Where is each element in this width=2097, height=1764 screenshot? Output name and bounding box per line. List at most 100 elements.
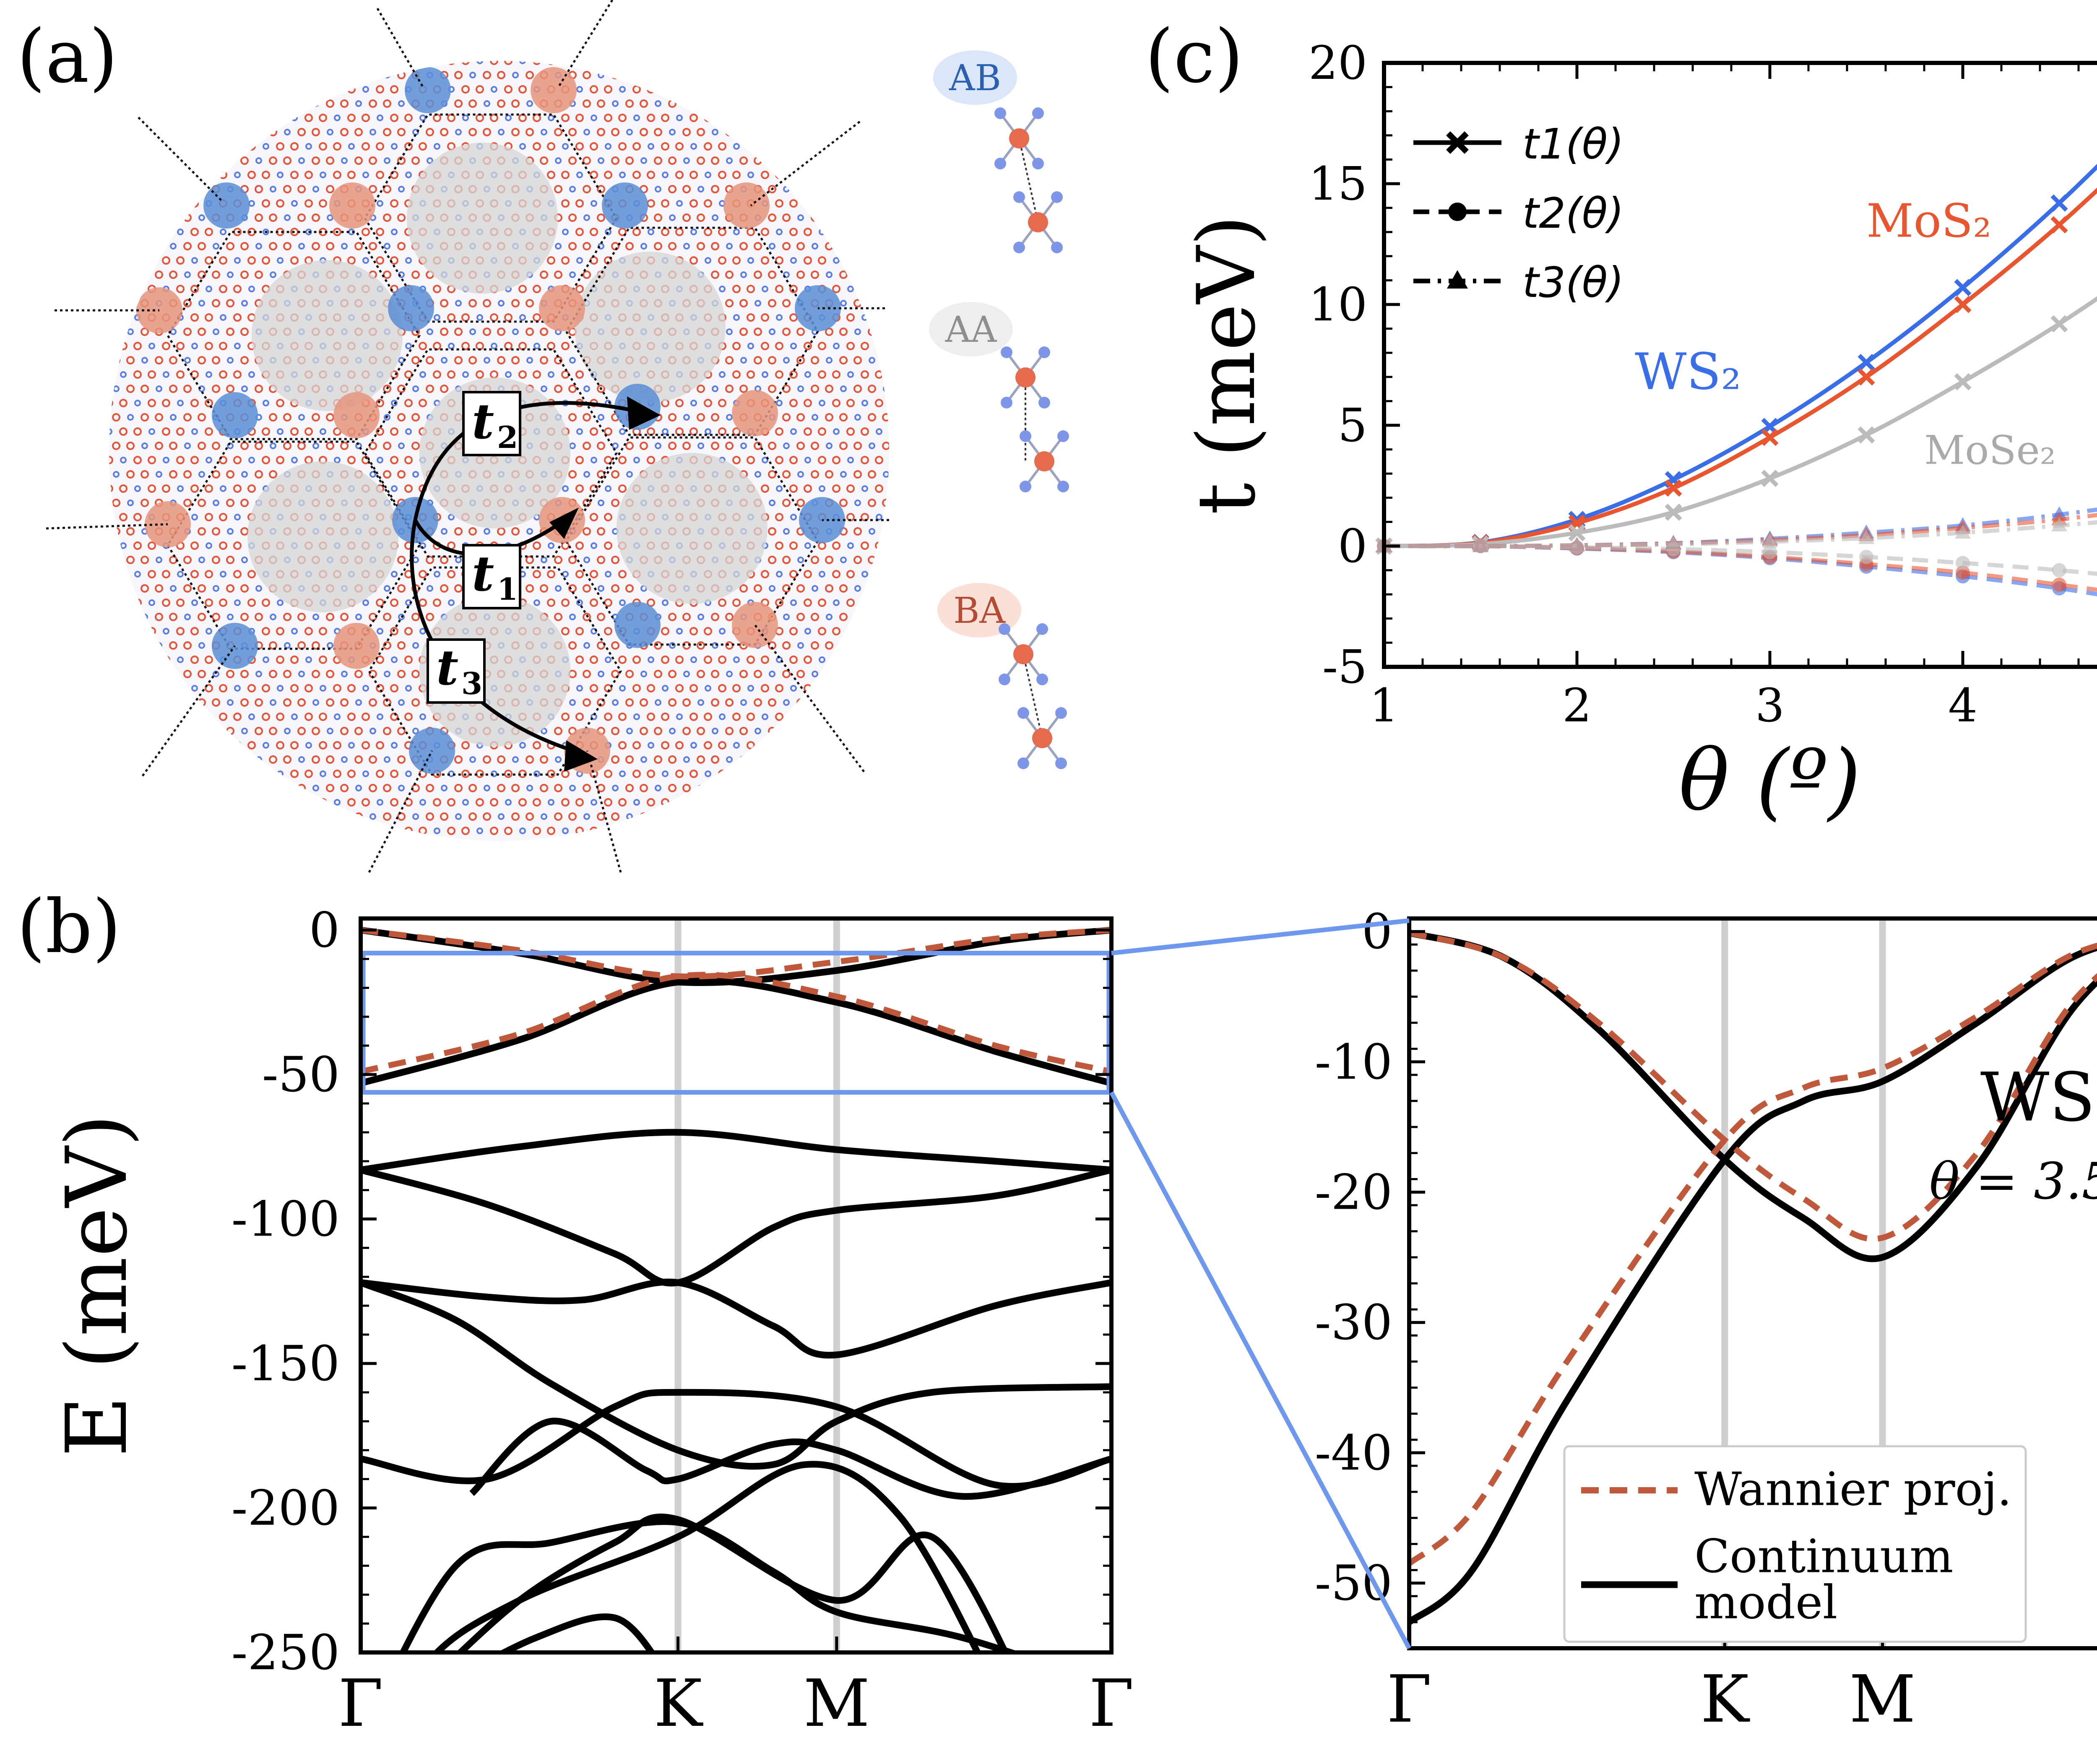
moire-atom bbox=[440, 128, 448, 136]
moire-atom bbox=[825, 641, 833, 650]
moire-atom bbox=[163, 713, 169, 720]
chalcogen-atom bbox=[1032, 107, 1044, 119]
moire-atom bbox=[126, 470, 135, 479]
moire-atom bbox=[768, 784, 776, 792]
moire-atom bbox=[219, 598, 227, 607]
moire-atom bbox=[148, 484, 156, 493]
moire-atom bbox=[569, 614, 576, 620]
moire-atom bbox=[675, 142, 684, 151]
moire-atom bbox=[875, 228, 883, 236]
moire-atom bbox=[112, 584, 120, 593]
moire-atom bbox=[776, 827, 783, 834]
moire-atom bbox=[561, 627, 570, 635]
moire-atom bbox=[818, 256, 826, 265]
moire-atom bbox=[468, 812, 477, 821]
legend-label: t2(θ) bbox=[1522, 189, 1624, 238]
moire-atom bbox=[119, 85, 127, 94]
moire-atom bbox=[583, 584, 591, 593]
moire-atom bbox=[190, 313, 199, 322]
moire-atom bbox=[876, 770, 882, 777]
moire-atom bbox=[819, 229, 825, 235]
moire-atom bbox=[391, 742, 398, 749]
moire-atom bbox=[561, 713, 570, 721]
moire-atom bbox=[383, 784, 391, 792]
moire-atom bbox=[476, 314, 483, 321]
moire-atom bbox=[640, 442, 648, 450]
moire-atom bbox=[119, 741, 127, 749]
moire-atom bbox=[119, 656, 127, 664]
moire-atom bbox=[725, 271, 734, 279]
moire-atom bbox=[861, 541, 869, 550]
moire-atom bbox=[568, 641, 577, 650]
moire-atom bbox=[583, 471, 590, 478]
moire-atom bbox=[497, 755, 505, 764]
moire-atom bbox=[618, 61, 627, 65]
moire-atom bbox=[796, 670, 805, 678]
moire-atom bbox=[240, 99, 249, 108]
moire-atom bbox=[583, 499, 591, 507]
moire-atom bbox=[618, 656, 627, 664]
moire-atom bbox=[404, 399, 413, 407]
moire-atom bbox=[304, 684, 313, 692]
moire-atom bbox=[591, 542, 597, 549]
moire-atom bbox=[540, 356, 548, 364]
moire-atom bbox=[183, 156, 192, 165]
moire-atom bbox=[811, 271, 819, 279]
moire-atom bbox=[155, 784, 163, 792]
moire-atom bbox=[782, 755, 791, 764]
moire-atom bbox=[113, 813, 120, 820]
chalcogen-atom bbox=[1017, 757, 1029, 769]
moire-atom bbox=[205, 142, 213, 151]
chalcogen-atom bbox=[1032, 158, 1044, 169]
moire-atom bbox=[440, 328, 448, 336]
zoom-box bbox=[361, 951, 1111, 1095]
legend-label-continuum: Continuum bbox=[1694, 1529, 1953, 1583]
moire-atom bbox=[526, 584, 534, 593]
moire-atom bbox=[697, 242, 705, 250]
moire-atom bbox=[176, 342, 185, 350]
moire-atom bbox=[233, 142, 242, 151]
moire-atom bbox=[176, 456, 185, 464]
moire-atom bbox=[155, 413, 163, 421]
moire-atom bbox=[804, 200, 811, 207]
moire-atom bbox=[305, 656, 312, 663]
moire-atom bbox=[127, 671, 134, 677]
moire-atom bbox=[383, 641, 391, 650]
moire-atom bbox=[555, 585, 562, 592]
moire-atom bbox=[611, 727, 619, 735]
moire-atom bbox=[583, 385, 590, 392]
moire-atom bbox=[576, 86, 583, 93]
moire-atom bbox=[327, 214, 333, 221]
moire-atom bbox=[326, 613, 334, 621]
moire-atom bbox=[206, 371, 212, 378]
moire-atom bbox=[739, 299, 748, 307]
moire-atom bbox=[661, 627, 669, 635]
moire-atom bbox=[761, 770, 769, 778]
data-point-triangle-marker bbox=[1955, 524, 1971, 539]
moire-atom bbox=[148, 741, 156, 749]
moire-atom bbox=[732, 85, 741, 94]
moire-ray bbox=[557, 0, 614, 89]
moire-atom bbox=[247, 827, 256, 835]
moire-atom bbox=[184, 785, 191, 791]
moire-atom bbox=[661, 713, 669, 721]
moire-atom bbox=[569, 186, 576, 193]
moire-atom bbox=[768, 128, 776, 136]
moire-atom bbox=[583, 613, 591, 621]
moire-atom bbox=[768, 556, 776, 564]
moire-atom bbox=[191, 514, 198, 520]
moire-atom bbox=[183, 413, 192, 421]
moire-atom bbox=[675, 684, 684, 692]
moire-atom bbox=[747, 741, 755, 749]
moire-atom bbox=[233, 61, 242, 65]
moire-atom bbox=[796, 613, 805, 621]
moire-atom bbox=[283, 99, 291, 108]
moire-atom bbox=[796, 784, 805, 792]
moire-atom bbox=[611, 755, 619, 764]
moire-atom bbox=[619, 685, 626, 692]
legend-marker bbox=[1448, 203, 1467, 221]
moire-atom bbox=[169, 128, 177, 136]
moire-atom bbox=[775, 770, 783, 778]
moire-atom bbox=[812, 243, 818, 250]
moire-atom bbox=[205, 570, 213, 578]
